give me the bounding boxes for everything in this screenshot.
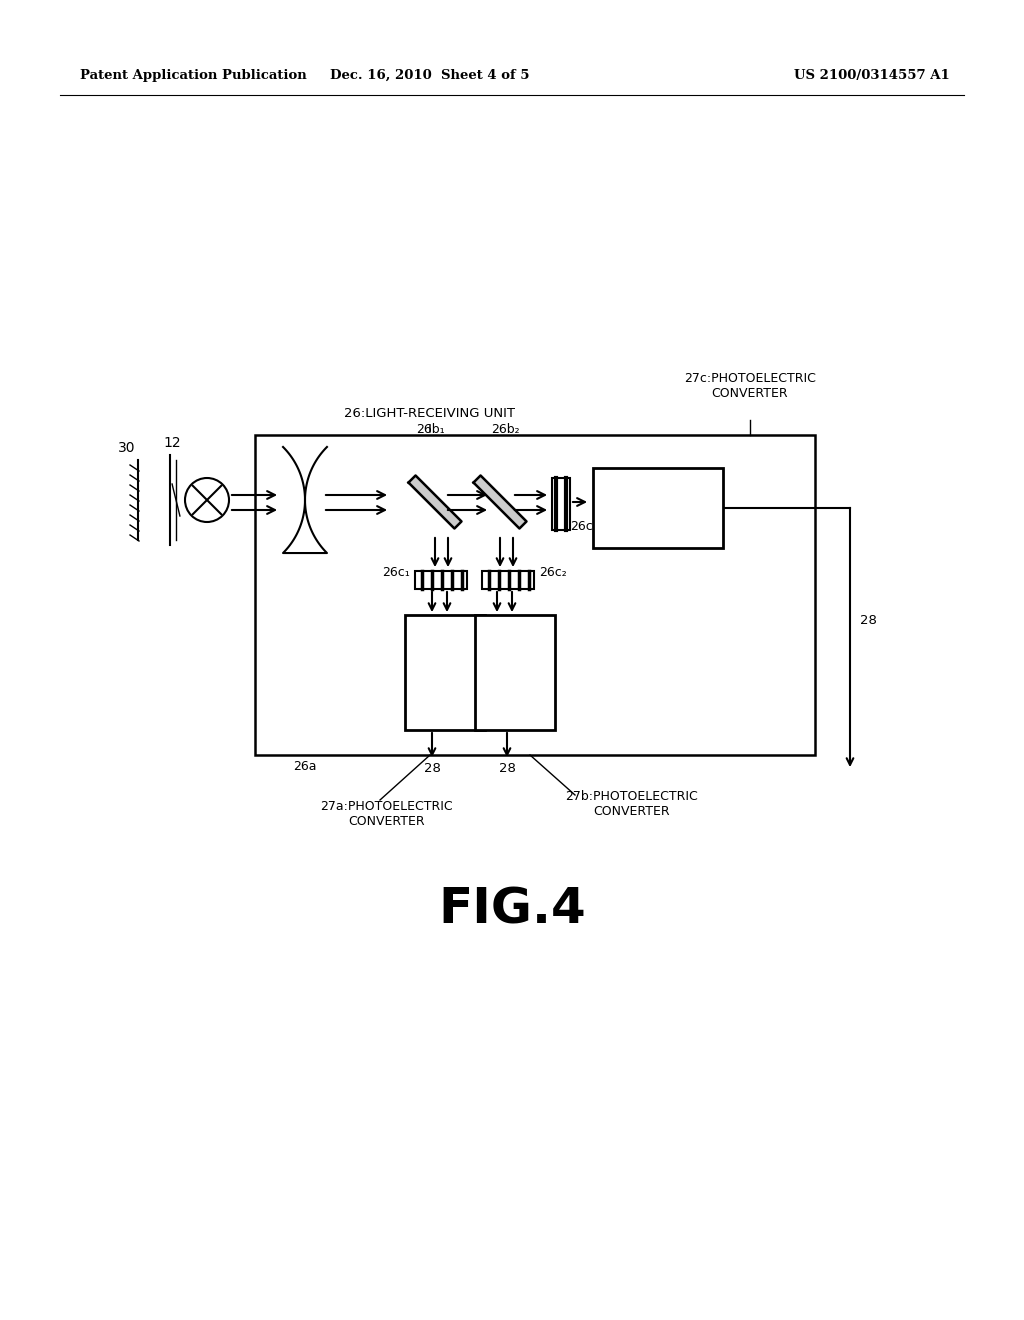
Polygon shape xyxy=(409,475,462,528)
Text: US 2100/0314557 A1: US 2100/0314557 A1 xyxy=(795,69,950,82)
Text: Patent Application Publication: Patent Application Publication xyxy=(80,69,307,82)
Bar xyxy=(593,469,723,548)
Text: 28: 28 xyxy=(860,614,877,627)
Text: 28: 28 xyxy=(424,762,440,775)
Text: FIG.4: FIG.4 xyxy=(438,886,586,935)
Bar xyxy=(552,478,570,531)
Text: 26b₁: 26b₁ xyxy=(416,422,444,436)
Bar xyxy=(255,436,815,755)
Text: 27c:PHOTOELECTRIC
CONVERTER: 27c:PHOTOELECTRIC CONVERTER xyxy=(684,372,816,400)
Text: 26c₁: 26c₁ xyxy=(382,565,410,578)
Text: 26c₂: 26c₂ xyxy=(539,565,566,578)
Text: 26:LIGHT-RECEIVING UNIT: 26:LIGHT-RECEIVING UNIT xyxy=(344,407,515,420)
Polygon shape xyxy=(283,447,327,553)
Bar xyxy=(482,572,534,589)
Text: 26b₂: 26b₂ xyxy=(490,422,519,436)
Bar xyxy=(475,615,555,730)
Text: 26a: 26a xyxy=(293,760,316,774)
Polygon shape xyxy=(473,475,526,528)
Bar xyxy=(406,615,485,730)
Text: 26c₃: 26c₃ xyxy=(570,520,598,533)
Text: 28: 28 xyxy=(499,762,515,775)
Text: 27a:PHOTOELECTRIC
CONVERTER: 27a:PHOTOELECTRIC CONVERTER xyxy=(319,800,453,828)
Text: 30: 30 xyxy=(118,441,135,455)
Text: Dec. 16, 2010  Sheet 4 of 5: Dec. 16, 2010 Sheet 4 of 5 xyxy=(331,69,529,82)
Text: 12: 12 xyxy=(163,436,180,450)
Bar xyxy=(415,572,467,589)
Text: 27b:PHOTOELECTRIC
CONVERTER: 27b:PHOTOELECTRIC CONVERTER xyxy=(565,789,697,818)
